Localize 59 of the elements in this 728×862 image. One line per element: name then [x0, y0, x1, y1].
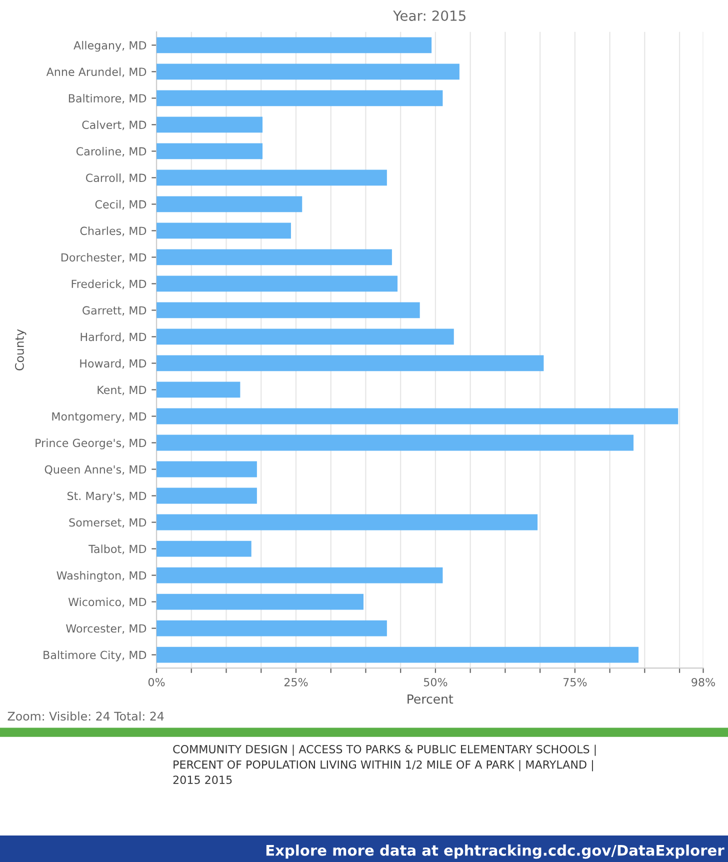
- bar: [156, 90, 443, 106]
- y-tick-label: Garrett, MD: [82, 306, 146, 316]
- bar: [156, 461, 257, 478]
- y-axis-title: County: [15, 329, 26, 370]
- bar: [156, 302, 420, 318]
- y-tick-label: Anne Arundel, MD: [46, 67, 146, 78]
- x-tick-label: 0%: [148, 678, 165, 686]
- bar: [156, 328, 454, 345]
- bar: [156, 620, 387, 636]
- bar: [156, 488, 257, 504]
- chart-title: Year: 2015: [393, 10, 466, 21]
- x-axis-title: Percent: [408, 694, 454, 704]
- y-tick-label: St. Mary's, MD: [67, 492, 146, 502]
- bar: [156, 646, 639, 663]
- bar: [156, 64, 460, 80]
- x-tick-label: 25%: [284, 678, 308, 686]
- bar: [156, 382, 240, 398]
- bar: [156, 249, 392, 266]
- bar: [156, 37, 432, 54]
- bar: [156, 143, 263, 160]
- x-tick-label: 75%: [564, 678, 587, 686]
- bar: [156, 196, 302, 212]
- y-tick-label: Montgomery, MD: [52, 412, 146, 423]
- bar: [156, 276, 398, 292]
- y-tick-label: Talbot, MD: [88, 544, 146, 554]
- y-tick-label: Harford, MD: [80, 332, 146, 342]
- y-tick-label: Frederick, MD: [72, 279, 146, 290]
- bar: [156, 408, 678, 424]
- y-tick-label: Cecil, MD: [95, 200, 146, 210]
- y-tick-label: Baltimore, MD: [68, 94, 146, 104]
- bar: [156, 222, 291, 239]
- bar: [156, 567, 443, 584]
- y-tick-label: Wicomico, MD: [68, 598, 146, 608]
- y-tick-label: Calvert, MD: [82, 120, 146, 130]
- text: COMMUNITY DESIGN | ACCESS TO PARKS & PUBLIC ELEMENTARY SCHOOLS | PERCENT OF POPULATION LIVING WITHIN 1/2 MILE OF A PARK | MARYLAND | 2015 2015: [173, 744, 596, 784]
- y-tick-label: Queen Anne's, MD: [44, 465, 146, 475]
- bar: [156, 540, 252, 557]
- y-tick-label: Worcester, MD: [66, 624, 146, 634]
- bar: [156, 594, 364, 610]
- x-tick-label: 98%: [692, 678, 715, 686]
- y-tick-label: Charles, MD: [80, 226, 146, 236]
- y-tick-label: Caroline, MD: [76, 146, 146, 157]
- y-tick-label: Howard, MD: [80, 359, 146, 369]
- y-tick-label: Dorchester, MD: [61, 252, 146, 263]
- bar: [156, 170, 387, 186]
- x-tick-label: 50%: [424, 678, 448, 686]
- y-tick-label: Prince George's, MD: [36, 438, 146, 450]
- y-tick-label: Baltimore City, MD: [44, 650, 146, 662]
- text: Explore more data at ephtracking.cdc.gov/DataExplorer: [266, 844, 724, 859]
- bar: [156, 355, 544, 372]
- y-tick-label: Kent, MD: [98, 386, 146, 396]
- bar: [156, 514, 538, 530]
- bar: [156, 434, 634, 451]
- y-tick-label: Washington, MD: [56, 571, 146, 582]
- y-tick-label: Carroll, MD: [86, 173, 146, 184]
- y-tick-label: Somerset, MD: [69, 518, 146, 528]
- y-tick-label: Allegany, MD: [74, 40, 146, 52]
- bar: [156, 116, 263, 133]
- text: Zoom: Visible: 24 Total: 24: [8, 711, 164, 721]
